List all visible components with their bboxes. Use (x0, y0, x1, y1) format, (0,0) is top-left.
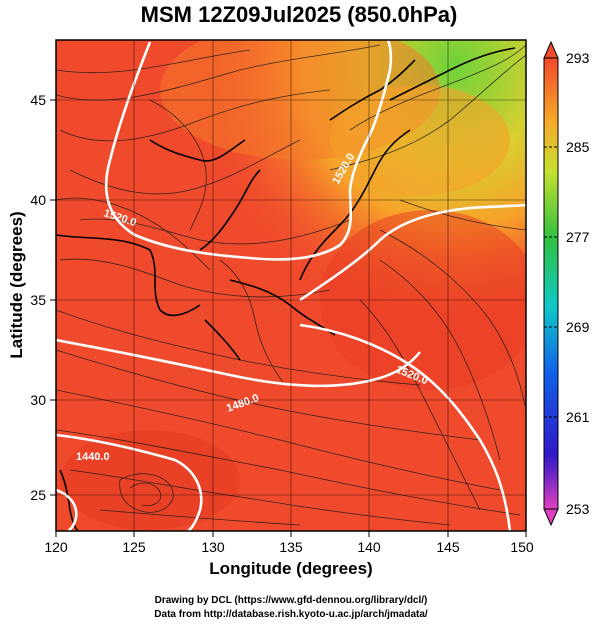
map-area: 1520.0 1520.0 1480.0 1440.0 1520.0 (56, 40, 526, 531)
y-tick-labels: 45 40 35 30 25 (30, 92, 46, 503)
chart-title: MSM 12Z09Jul2025 (850.0hPa) (141, 2, 458, 27)
x-tick-label: 150 (510, 539, 534, 555)
y-tick-label: 45 (30, 92, 46, 108)
y-axis-label: Latitude (degrees) (7, 211, 26, 358)
lat-lon-grid (56, 40, 526, 531)
x-tick-label: 120 (44, 539, 68, 555)
y-tick-label: 25 (30, 487, 46, 503)
orange-patch-2 (330, 85, 510, 195)
colorbar-label: 277 (566, 229, 590, 245)
credit-line-2: Data from http://database.rish.kyoto-u.a… (154, 609, 428, 620)
x-tick-label: 135 (279, 539, 303, 555)
height-contours (56, 40, 526, 531)
dark-red-patch-2 (60, 430, 240, 530)
colorbar-labels: 293 285 277 269 261 253 (566, 50, 590, 517)
credit-line-1: Drawing by DCL (https://www.gfd-dennou.o… (155, 595, 428, 606)
colorbar-label: 269 (566, 319, 590, 335)
x-tick-label: 125 (122, 539, 146, 555)
coastlines (56, 47, 516, 531)
y-tick-label: 30 (30, 392, 46, 408)
x-tick-label: 130 (201, 539, 225, 555)
colorbar-label: 285 (566, 139, 590, 155)
colorbar: 293 285 277 269 261 253 (543, 40, 590, 527)
x-tick-label: 145 (436, 539, 460, 555)
y-tick-label: 40 (30, 192, 46, 208)
colorbar-bottom-arrow (543, 508, 559, 527)
colorbar-label: 253 (566, 501, 590, 517)
x-axis-label: Longitude (degrees) (209, 559, 372, 578)
colorbar-top-arrow (543, 40, 559, 59)
axis-ticks (50, 99, 527, 537)
contour-label: 1440.0 (76, 451, 110, 463)
colorbar-label: 293 (566, 50, 590, 66)
y-tick-label: 35 (30, 292, 46, 308)
x-tick-labels: 120 125 130 135 140 145 150 (44, 539, 534, 555)
colorbar-gradient (543, 57, 559, 510)
colorbar-label: 261 (566, 409, 590, 425)
x-tick-label: 140 (357, 539, 381, 555)
